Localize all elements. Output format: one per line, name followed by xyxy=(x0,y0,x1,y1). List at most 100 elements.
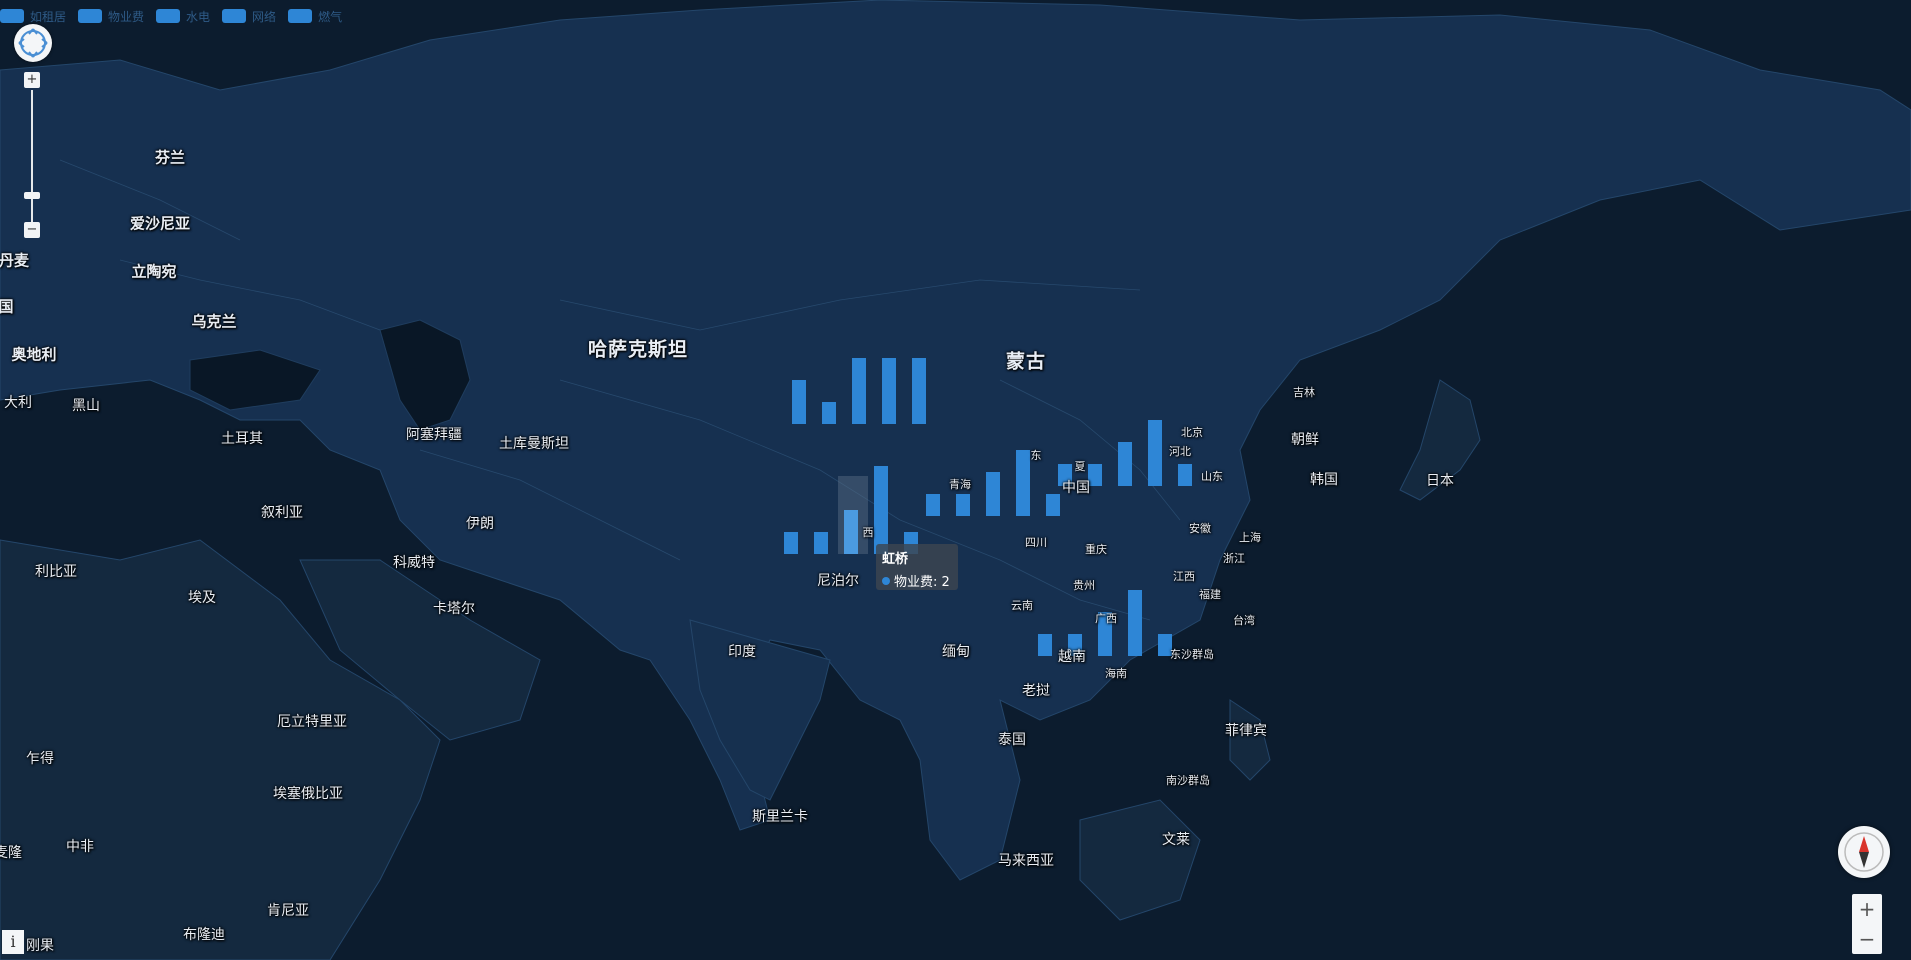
bar[interactable] xyxy=(852,358,866,424)
map-label: 贵州 xyxy=(1073,579,1095,592)
map-label: 刚果 xyxy=(26,938,54,954)
zoom-control: + − xyxy=(1852,894,1882,954)
map-label: 芬兰 xyxy=(154,148,186,167)
map-label: 越南 xyxy=(1058,649,1086,665)
legend-item[interactable]: 水电 xyxy=(156,8,210,24)
zoom-slider[interactable]: + − xyxy=(24,72,40,242)
tooltip: 虹桥 物业费: 2 xyxy=(876,544,958,590)
map-label: 中非 xyxy=(66,839,94,855)
bar[interactable] xyxy=(792,380,806,424)
legend-label: 水电 xyxy=(186,9,211,24)
compass[interactable] xyxy=(1838,826,1890,878)
legend-label: 物业费 xyxy=(108,9,145,24)
map-label: 利比亚 xyxy=(35,564,77,580)
bar[interactable] xyxy=(926,494,940,516)
landmass-india xyxy=(689,619,831,801)
zoom-in-button[interactable]: + xyxy=(1858,897,1876,921)
bar[interactable] xyxy=(1068,634,1082,656)
map-label: 印度 xyxy=(728,644,756,660)
legend-label: 燃气 xyxy=(318,9,343,24)
legend-swatch xyxy=(156,9,181,23)
map-label: 卡塔尔 xyxy=(433,601,475,617)
map-label: 云南 xyxy=(1011,599,1033,612)
zoom-out-button[interactable]: − xyxy=(24,222,40,238)
legend-item[interactable]: 如租居 xyxy=(0,8,66,24)
landmass-philippines xyxy=(1229,699,1271,781)
bar[interactable] xyxy=(814,532,828,554)
tooltip-row: 物业费: 2 xyxy=(882,571,952,590)
map-label: 土库曼斯坦 xyxy=(499,436,569,452)
map-label: 夏 xyxy=(1074,460,1086,473)
map-label: 浙江 xyxy=(1223,552,1245,565)
landmass-borneo xyxy=(1079,799,1201,921)
map-label: 吉林 xyxy=(1293,386,1315,399)
bar[interactable] xyxy=(844,510,858,554)
bar[interactable] xyxy=(1098,612,1112,656)
map-label: 广西 xyxy=(1095,612,1117,625)
pan-control[interactable] xyxy=(14,24,52,62)
tooltip-value: 物业费: 2 xyxy=(894,575,950,590)
map-label: 西 xyxy=(862,526,874,539)
map-label: 阿塞拜疆 xyxy=(406,427,462,443)
map-label: 马来西亚 xyxy=(998,853,1054,869)
zoom-in-button[interactable]: + xyxy=(24,72,40,88)
legend-swatch xyxy=(78,9,103,23)
map-label: 奥地利 xyxy=(11,345,57,364)
pan-arrows-icon xyxy=(18,28,48,58)
legend: 如租居 物业费 水电 网络 燃气 xyxy=(0,8,354,24)
bar[interactable] xyxy=(912,358,926,424)
zoom-out-button[interactable]: − xyxy=(1858,927,1876,951)
bar[interactable] xyxy=(822,402,836,424)
map-label: 蒙古 xyxy=(1005,350,1047,373)
map-label: 河北 xyxy=(1169,445,1191,458)
map-label: 斯里兰卡 xyxy=(752,809,808,825)
map-label: 立陶宛 xyxy=(131,262,177,281)
bar[interactable] xyxy=(1016,450,1030,516)
map-label: 福建 xyxy=(1199,588,1221,601)
bar[interactable] xyxy=(882,358,896,424)
info-button[interactable]: i xyxy=(2,930,24,954)
zoom-handle[interactable] xyxy=(24,192,40,199)
bar[interactable] xyxy=(874,466,888,554)
map-label: 乍得 xyxy=(26,751,54,767)
map-label: 东 xyxy=(1030,449,1042,462)
bar[interactable] xyxy=(1046,494,1060,516)
caspian-sea xyxy=(379,319,471,431)
map-label: 爱沙尼亚 xyxy=(129,214,191,233)
bar[interactable] xyxy=(1058,464,1072,486)
tooltip-title: 虹桥 xyxy=(882,552,909,567)
bar[interactable] xyxy=(1178,464,1192,486)
series-dot-icon xyxy=(882,576,890,585)
map-label: 泰国 xyxy=(998,732,1026,748)
map-label: 台湾 xyxy=(1233,614,1255,627)
bar[interactable] xyxy=(956,494,970,516)
map-label: 哈萨克斯坦 xyxy=(587,338,689,361)
legend-item[interactable]: 燃气 xyxy=(288,8,342,24)
map-label: 丹麦 xyxy=(0,251,30,270)
map-label: 土耳其 xyxy=(221,431,263,447)
bar[interactable] xyxy=(1128,590,1142,656)
landmass-japan xyxy=(1399,379,1481,501)
legend-swatch xyxy=(0,9,24,23)
map-label: 缅甸 xyxy=(942,644,970,660)
bar[interactable] xyxy=(986,472,1000,516)
legend-item[interactable]: 网络 xyxy=(222,8,276,24)
map-label: 中国 xyxy=(1062,480,1090,496)
zoom-track[interactable] xyxy=(31,90,33,224)
bar[interactable] xyxy=(784,532,798,554)
bar[interactable] xyxy=(1148,420,1162,486)
legend-label: 如租居 xyxy=(30,9,67,24)
map-label: 青海 xyxy=(949,478,971,491)
bar[interactable] xyxy=(1038,634,1052,656)
landmass-eurasia xyxy=(0,0,1911,881)
map-label: 韩国 xyxy=(1310,472,1338,488)
legend-item[interactable]: 物业费 xyxy=(78,8,144,24)
map-label: 山东 xyxy=(1201,470,1223,483)
compass-icon xyxy=(1844,832,1884,872)
bar[interactable] xyxy=(1158,634,1172,656)
bar[interactable] xyxy=(1088,464,1102,486)
map-label: 国 xyxy=(0,297,14,316)
map-label: 厄立特里亚 xyxy=(277,714,347,730)
bar[interactable] xyxy=(1118,442,1132,486)
